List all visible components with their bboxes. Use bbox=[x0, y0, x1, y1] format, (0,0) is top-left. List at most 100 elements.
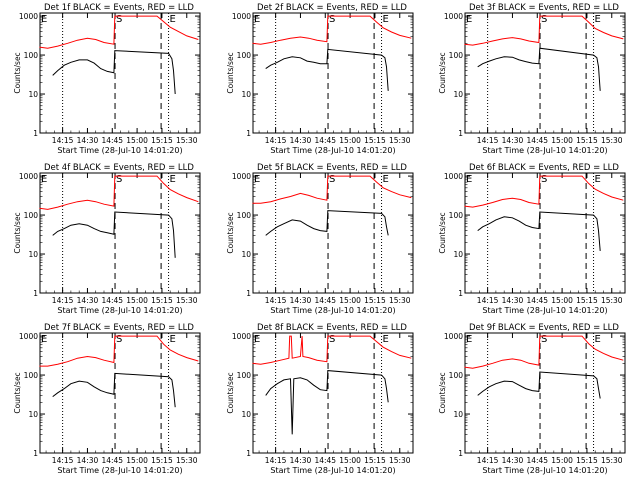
x-tick-label: 14:45 bbox=[101, 296, 123, 305]
x-tick-label: 15:30 bbox=[601, 456, 623, 465]
y-tick-label: 1 bbox=[458, 449, 463, 458]
panel-title: Det 9f BLACK = Events, RED = LLD bbox=[469, 323, 619, 333]
panel-det-2: Det 2f BLACK = Events, RED = LLD 1 10 100 10… bbox=[226, 3, 414, 155]
y-tick-label: 10 bbox=[28, 250, 38, 259]
y-tick-label: 100 bbox=[449, 371, 464, 380]
marker-label: E bbox=[254, 14, 260, 25]
x-tick-label: 15:00 bbox=[126, 296, 148, 305]
y-axis-label: Counts/sec bbox=[226, 212, 235, 253]
x-tick-label: 14:30 bbox=[502, 296, 524, 305]
x-tick-label: 15:30 bbox=[176, 296, 198, 305]
series-line bbox=[464, 175, 624, 208]
y-tick-label: 100 bbox=[237, 211, 252, 220]
x-tick-label: 15:00 bbox=[551, 456, 573, 465]
x-axis-label: Start Time (28-Jul-10 14:01:20) bbox=[270, 466, 395, 475]
series-line bbox=[39, 335, 199, 367]
marker-label: E bbox=[466, 14, 472, 25]
panel-title: Det 2f BLACK = Events, RED = LLD bbox=[257, 3, 407, 13]
panel-title: Det 8f BLACK = Events, RED = LLD bbox=[257, 323, 407, 333]
x-tick-label: 15:00 bbox=[126, 136, 148, 145]
y-axis-label: Counts/sec bbox=[438, 52, 447, 93]
x-tick-label: 15:00 bbox=[339, 296, 361, 305]
series-line bbox=[265, 210, 389, 236]
marker-label: E bbox=[466, 174, 472, 185]
plot-frame bbox=[464, 172, 626, 294]
marker-label: E bbox=[383, 334, 389, 345]
panel-det-9: Det 9f BLACK = Events, RED = LLD 1 10 100 10… bbox=[438, 323, 626, 475]
y-tick-label: 1000 bbox=[444, 172, 463, 181]
marker-label: E bbox=[254, 174, 260, 185]
y-tick-label: 10 bbox=[28, 90, 38, 99]
x-tick-label: 14:45 bbox=[314, 456, 336, 465]
y-axis-label: Counts/sec bbox=[13, 212, 22, 253]
x-tick-label: 14:30 bbox=[77, 456, 99, 465]
series-line bbox=[52, 372, 176, 408]
marker-label: E bbox=[383, 14, 389, 25]
marker-label: E bbox=[170, 334, 176, 345]
panel-title: Det 1f BLACK = Events, RED = LLD bbox=[44, 3, 194, 13]
y-axis-label: Counts/sec bbox=[438, 212, 447, 253]
y-tick-label: 1 bbox=[246, 289, 251, 298]
plot-frame bbox=[39, 332, 201, 454]
series-line bbox=[39, 15, 199, 49]
x-tick-label: 14:15 bbox=[265, 456, 287, 465]
y-tick-label: 100 bbox=[237, 371, 252, 380]
series-line bbox=[477, 371, 601, 399]
x-tick-label: 15:30 bbox=[176, 136, 198, 145]
x-tick-label: 15:15 bbox=[151, 456, 173, 465]
plot-frame bbox=[39, 12, 201, 134]
x-tick-label: 14:45 bbox=[526, 456, 548, 465]
x-tick-label: 15:30 bbox=[389, 296, 411, 305]
plot-frame bbox=[464, 12, 626, 134]
y-axis-label: Counts/sec bbox=[13, 372, 22, 413]
x-tick-label: 14:15 bbox=[52, 136, 74, 145]
panel-title: Det 5f BLACK = Events, RED = LLD bbox=[257, 163, 407, 173]
marker-label: S bbox=[541, 14, 547, 25]
x-tick-label: 15:15 bbox=[576, 296, 598, 305]
x-tick-label: 15:15 bbox=[364, 456, 386, 465]
x-tick-label: 14:30 bbox=[290, 296, 312, 305]
x-tick-label: 15:15 bbox=[576, 136, 598, 145]
marker-label: E bbox=[41, 14, 47, 25]
x-axis-label: Start Time (28-Jul-10 14:01:20) bbox=[57, 306, 182, 315]
panel-det-5: Det 5f BLACK = Events, RED = LLD 1 10 100 10… bbox=[226, 163, 414, 315]
series-line bbox=[265, 48, 389, 91]
y-tick-label: 100 bbox=[449, 211, 464, 220]
y-tick-label: 1 bbox=[246, 129, 251, 138]
y-tick-label: 1000 bbox=[444, 12, 463, 21]
x-tick-label: 14:30 bbox=[77, 296, 99, 305]
y-tick-label: 100 bbox=[24, 211, 39, 220]
x-tick-label: 14:15 bbox=[265, 136, 287, 145]
panel-det-7: Det 7f BLACK = Events, RED = LLD 1 10 100 10… bbox=[13, 323, 201, 475]
series-line bbox=[52, 50, 176, 95]
x-tick-label: 14:30 bbox=[502, 136, 524, 145]
series-line bbox=[464, 15, 624, 46]
x-tick-label: 15:30 bbox=[176, 456, 198, 465]
y-tick-label: 1000 bbox=[19, 332, 38, 341]
plot-frame bbox=[252, 172, 414, 294]
x-tick-label: 14:15 bbox=[52, 456, 74, 465]
x-tick-label: 15:30 bbox=[389, 456, 411, 465]
panel-det-1: Det 1f BLACK = Events, RED = LLD 1 10 100 10… bbox=[13, 3, 201, 155]
panel-title: Det 7f BLACK = Events, RED = LLD bbox=[44, 323, 194, 333]
series-line bbox=[252, 175, 412, 204]
y-tick-label: 10 bbox=[241, 250, 251, 259]
x-tick-label: 15:30 bbox=[601, 296, 623, 305]
marker-label: S bbox=[329, 14, 335, 25]
marker-label: E bbox=[254, 334, 260, 345]
series-line bbox=[252, 335, 412, 365]
x-axis-label: Start Time (28-Jul-10 14:01:20) bbox=[57, 146, 182, 155]
plot-frame bbox=[252, 332, 414, 454]
x-tick-label: 15:00 bbox=[126, 456, 148, 465]
x-tick-label: 14:15 bbox=[265, 296, 287, 305]
x-tick-label: 14:15 bbox=[52, 296, 74, 305]
x-tick-label: 14:45 bbox=[314, 136, 336, 145]
x-tick-label: 15:15 bbox=[576, 456, 598, 465]
y-tick-label: 1000 bbox=[444, 332, 463, 341]
marker-label: E bbox=[41, 334, 47, 345]
marker-label: E bbox=[170, 174, 176, 185]
y-tick-label: 1 bbox=[33, 129, 38, 138]
y-tick-label: 1 bbox=[33, 449, 38, 458]
y-tick-label: 100 bbox=[449, 51, 464, 60]
panel-title: Det 6f BLACK = Events, RED = LLD bbox=[469, 163, 619, 173]
